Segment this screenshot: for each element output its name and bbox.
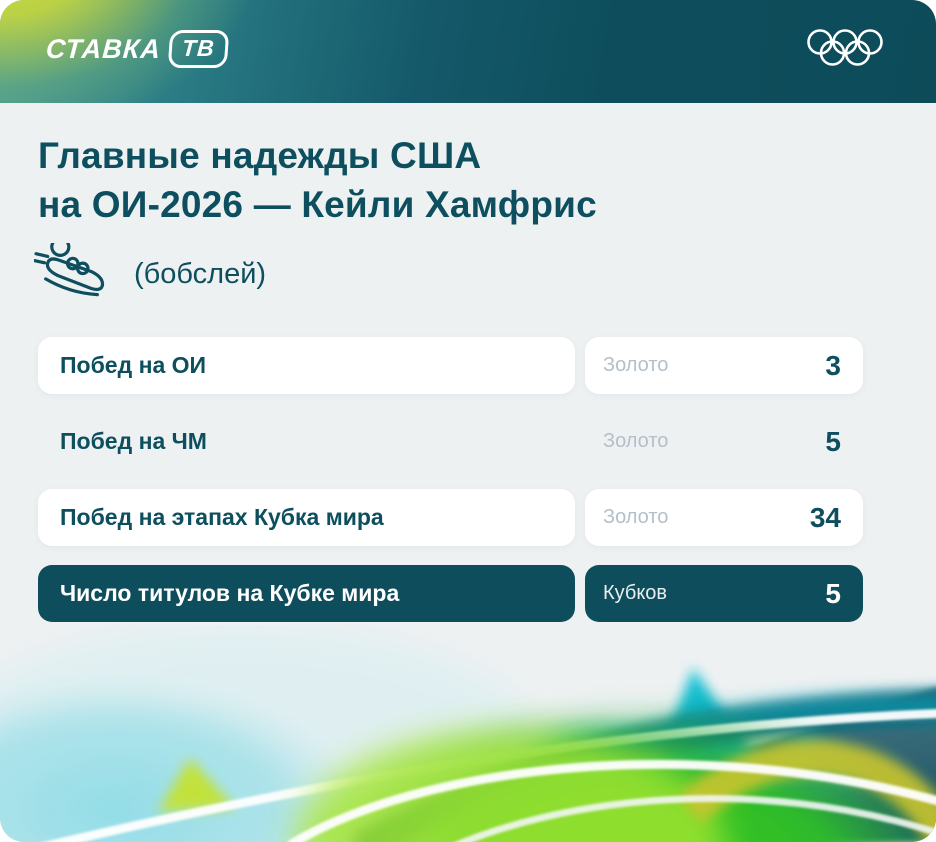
stats-table: Побед на ОИ Золото 3 Побед на ЧМ Золото … bbox=[38, 337, 863, 641]
bottom-decoration bbox=[0, 625, 936, 842]
brand-logo: СТАВКА ТВ bbox=[44, 30, 230, 68]
header-band: СТАВКА ТВ bbox=[0, 0, 936, 103]
stat-label: Побед на ОИ bbox=[60, 352, 207, 378]
stat-value: 3 bbox=[825, 349, 841, 381]
stat-value: 34 bbox=[809, 501, 841, 533]
stat-label: Побед на этапах Кубка мира bbox=[60, 504, 384, 530]
page-title-line2: на ОИ-2026 — Кейли Хамфрис bbox=[38, 183, 597, 225]
brand-text: СТАВКА bbox=[44, 33, 163, 64]
stat-row: Побед на ЧМ Золото 5 bbox=[38, 413, 863, 470]
brand-badge: ТВ bbox=[167, 30, 230, 68]
stat-row: Побед на этапах Кубка мира Золото 34 bbox=[38, 489, 863, 546]
bobsled-icon bbox=[34, 243, 105, 297]
sport-row: (бобслей) bbox=[34, 243, 266, 305]
stat-unit: Золото bbox=[603, 430, 669, 452]
sport-label: (бобслей) bbox=[134, 257, 267, 290]
page-title-line1: Главные надежды США bbox=[38, 135, 482, 176]
stat-label: Побед на ЧМ bbox=[60, 428, 207, 454]
stat-row: Побед на ОИ Золото 3 bbox=[38, 337, 863, 394]
page-title: Главные надежды США на ОИ-2026 — Кейли Х… bbox=[38, 132, 898, 230]
stat-unit: Золото bbox=[603, 506, 669, 528]
stat-label: Число титулов на Кубке мира bbox=[60, 580, 400, 606]
olympic-rings-icon bbox=[807, 29, 883, 66]
stat-value: 5 bbox=[825, 425, 841, 457]
stat-row: Число титулов на Кубке мира Кубков 5 bbox=[38, 565, 863, 622]
stat-value: 5 bbox=[825, 577, 841, 609]
stat-unit: Кубков bbox=[603, 582, 668, 604]
stat-unit: Золото bbox=[603, 354, 669, 376]
